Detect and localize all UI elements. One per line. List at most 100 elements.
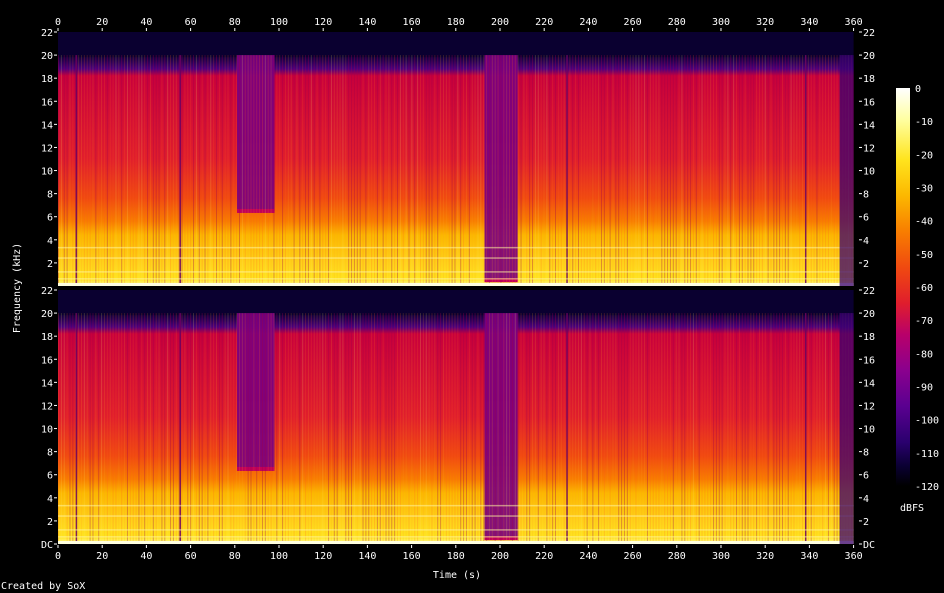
tonal-band: [58, 257, 854, 259]
colorbar-tick-label: -70: [915, 316, 933, 327]
texture-streak: [488, 55, 490, 286]
texture-streak: [224, 55, 226, 286]
texture-streak: [103, 55, 105, 286]
x-tick-label-bottom: 100: [270, 551, 288, 562]
transient-line: [566, 313, 568, 544]
texture-streak: [158, 55, 160, 286]
texture-streak: [290, 313, 292, 544]
y-tick-label-left: 16: [41, 355, 53, 366]
texture-streak: [175, 55, 177, 286]
texture-streak: [83, 55, 85, 286]
texture-streak: [356, 313, 358, 544]
texture-streak: [575, 55, 577, 286]
y-tick-label-left: 16: [41, 97, 53, 108]
texture-streak: [445, 313, 447, 544]
texture-streak: [557, 313, 559, 544]
texture-streak: [399, 55, 401, 286]
y-tick-label-right: 14: [863, 378, 875, 389]
texture-streak: [753, 313, 755, 544]
texture-streak: [546, 55, 548, 286]
texture-streak: [328, 313, 330, 544]
texture-streak: [543, 313, 545, 544]
texture-streak: [411, 313, 413, 544]
texture-streak: [552, 313, 554, 544]
texture-streak: [129, 55, 131, 286]
texture-streak: [580, 313, 582, 544]
texture-streak: [641, 55, 643, 286]
texture-streak: [764, 313, 766, 544]
texture-streak: [437, 55, 439, 286]
texture-streak: [595, 313, 597, 544]
texture-streak: [526, 55, 528, 286]
y-tick-label-left: 6: [47, 213, 53, 224]
transient-line: [804, 55, 807, 286]
x-tick-label-bottom: 120: [314, 551, 332, 562]
texture-streak: [514, 313, 516, 544]
texture-streak: [727, 313, 729, 544]
cutoff-edge: [237, 466, 275, 471]
texture-streak: [491, 313, 493, 544]
texture-streak: [776, 313, 778, 544]
texture-streak: [345, 313, 347, 544]
texture-streak: [799, 55, 801, 286]
texture-streak: [661, 55, 663, 286]
credit-text: Created by SoX: [1, 581, 85, 592]
texture-streak: [529, 313, 531, 544]
transient-line: [75, 55, 78, 286]
texture-streak: [293, 55, 295, 286]
y-tick-label-right: 20: [863, 309, 875, 320]
texture-streak: [690, 55, 692, 286]
x-tick-label-bottom: 80: [229, 551, 241, 562]
texture-streak: [124, 313, 126, 544]
texture-streak: [681, 55, 683, 286]
texture-streak: [86, 313, 88, 544]
texture-streak: [141, 313, 143, 544]
texture-streak: [305, 55, 307, 286]
texture-streak: [664, 55, 666, 286]
texture-streak: [60, 55, 62, 286]
cutoff-region: [237, 313, 275, 469]
texture-streak: [586, 313, 588, 544]
texture-streak: [103, 313, 105, 544]
texture-streak: [825, 313, 827, 544]
texture-streak: [807, 55, 809, 286]
y-tick-label-left: 18: [41, 74, 53, 85]
texture-streak: [374, 55, 376, 286]
y-tick-label-left: 14: [41, 120, 53, 131]
y-tick-label-left: 4: [47, 494, 53, 505]
texture-streak: [741, 313, 743, 544]
texture-streak: [813, 55, 815, 286]
texture-streak: [362, 313, 364, 544]
texture-streak: [546, 313, 548, 544]
texture-streak: [678, 313, 680, 544]
texture-streak: [181, 313, 183, 544]
texture-streak: [580, 55, 582, 286]
texture-streak: [477, 55, 479, 286]
texture-streak: [132, 55, 134, 286]
texture-streak: [336, 55, 338, 286]
texture-streak: [523, 55, 525, 286]
texture-streak: [807, 313, 809, 544]
x-tick-label-bottom: 300: [712, 551, 730, 562]
texture-streak: [704, 313, 706, 544]
texture-streak: [555, 55, 557, 286]
y-tick-label-left: 22: [41, 28, 53, 39]
texture-streak: [465, 313, 467, 544]
texture-streak: [204, 55, 206, 286]
texture-streak: [256, 55, 258, 286]
texture-streak: [247, 55, 249, 286]
texture-streak: [428, 55, 430, 286]
texture-streak: [603, 55, 605, 286]
texture-streak: [161, 313, 163, 544]
colorbar-tick-label: -120: [915, 482, 939, 493]
texture-streak: [101, 55, 103, 286]
tonal-band: [58, 515, 854, 517]
y-tick-label-left: 6: [47, 471, 53, 482]
texture-streak: [463, 313, 465, 544]
texture-streak: [80, 313, 82, 544]
texture-streak: [351, 313, 353, 544]
texture-streak: [836, 55, 838, 286]
y-tick-label-left: 4: [47, 236, 53, 247]
texture-streak: [790, 55, 792, 286]
texture-streak: [394, 313, 396, 544]
